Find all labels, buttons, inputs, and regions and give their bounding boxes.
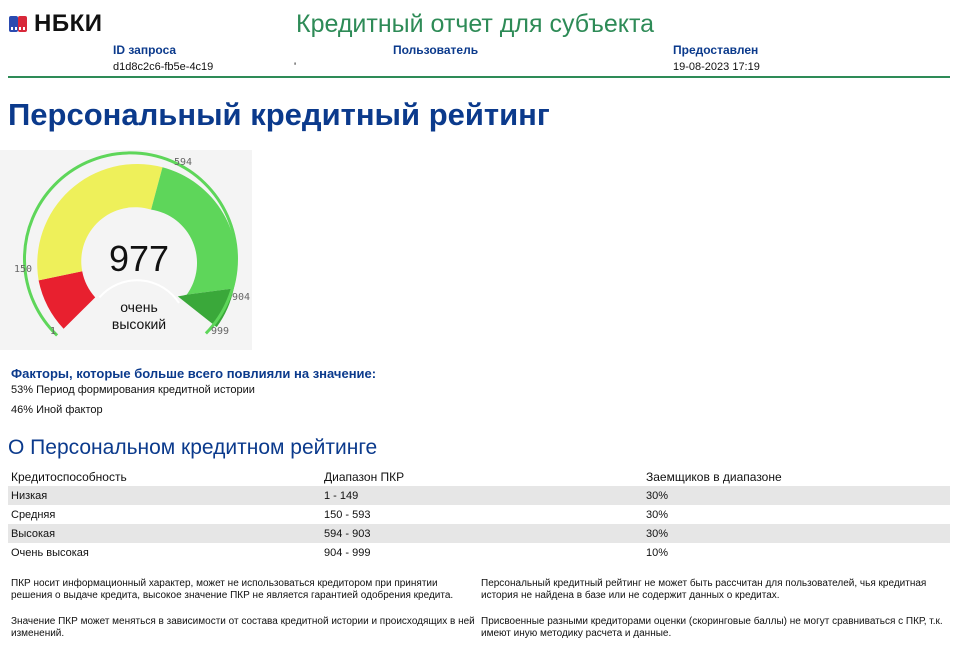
- table-cell: 1 - 149: [324, 489, 359, 502]
- table-cell: 10%: [646, 546, 669, 559]
- meta-value: 19-08-2023 17:19: [673, 61, 760, 73]
- score-value: 977: [109, 238, 169, 279]
- column-header: Кредитоспособность: [11, 470, 127, 484]
- score-label-line2: высокий: [112, 316, 166, 332]
- table-cell: Высокая: [11, 527, 56, 540]
- tick-label-150: 150: [14, 264, 32, 275]
- tick-label-999: 999: [211, 326, 229, 337]
- table-row: Низкая 1 - 149 30%: [8, 486, 950, 505]
- table-cell: Очень высокая: [11, 546, 89, 559]
- meta-user: Пользователь ': [294, 43, 479, 73]
- gauge-segment-medium: [37, 163, 163, 281]
- table-row: Очень высокая 904 - 999 10%: [8, 543, 950, 562]
- note-scoring: Присвоенные разными кредиторами оценки (…: [481, 616, 943, 639]
- rating-title: Персональный кредитный рейтинг: [8, 97, 550, 132]
- table-cell: 30%: [646, 508, 669, 521]
- factor-item: 53% Период формирования кредитной истори…: [11, 384, 255, 396]
- factor-item: 46% Иной фактор: [11, 404, 103, 416]
- score-label-line1: очень: [120, 299, 158, 315]
- logo-text: НБКИ: [34, 10, 103, 37]
- header-divider: [8, 76, 950, 78]
- gauge-segment-low: [38, 271, 96, 329]
- nbki-logo-icon: [8, 14, 28, 34]
- table-cell: 150 - 593: [324, 508, 371, 521]
- meta-provided: Предоставлен 19-08-2023 17:19: [673, 43, 760, 73]
- table-row: Средняя 150 - 593 30%: [8, 505, 950, 524]
- gauge-indicator-arc: [22, 151, 238, 337]
- table-cell: Средняя: [11, 508, 56, 521]
- meta-label: Предоставлен: [673, 43, 759, 57]
- note-not-calculated: Персональный кредитный рейтинг не может …: [481, 578, 927, 601]
- table-cell: 594 - 903: [324, 527, 371, 540]
- meta-value: ': [294, 61, 297, 73]
- table-header-row: Кредитоспособность Диапазон ПКР Заемщико…: [8, 468, 950, 486]
- meta-label: ID запроса: [113, 43, 177, 57]
- rating-ranges-table: Кредитоспособность Диапазон ПКР Заемщико…: [8, 468, 950, 562]
- meta-value: d1d8c2c6-fb5e-4c19-8: [113, 61, 213, 73]
- table-cell: 904 - 999: [324, 546, 371, 559]
- gauge-inner-outline: [98, 279, 180, 304]
- table-cell: Низкая: [11, 489, 48, 502]
- nbki-logo: НБКИ: [8, 10, 102, 38]
- table-cell: 30%: [646, 489, 669, 502]
- column-header: Диапазон ПКР: [324, 470, 405, 484]
- tick-label-904: 904: [232, 292, 250, 303]
- about-title: О Персональном кредитном рейтинге: [8, 436, 378, 459]
- tick-label-1: 1: [50, 326, 56, 337]
- note-changes: Значение ПКР может меняться в зависимост…: [11, 616, 475, 639]
- gauge-segment-high: [151, 167, 237, 295]
- meta-request-id: ID запроса d1d8c2c6-fb5e-4c19-8: [113, 43, 213, 73]
- note-disclaimer: ПКР носит информационный характер, может…: [11, 578, 454, 601]
- table-row: Высокая 594 - 903 30%: [8, 524, 950, 543]
- tick-label-594: 594: [174, 157, 192, 168]
- table-cell: 30%: [646, 527, 669, 540]
- report-title: Кредитный отчет для субъекта: [296, 10, 655, 38]
- factors-title: Факторы, которые больше всего повлияли н…: [11, 366, 377, 381]
- column-header: Заемщиков в диапазоне: [646, 470, 782, 484]
- meta-label: Пользователь: [393, 43, 479, 57]
- rating-gauge: 1 150 594 904 999 977 очень высокий: [0, 150, 252, 350]
